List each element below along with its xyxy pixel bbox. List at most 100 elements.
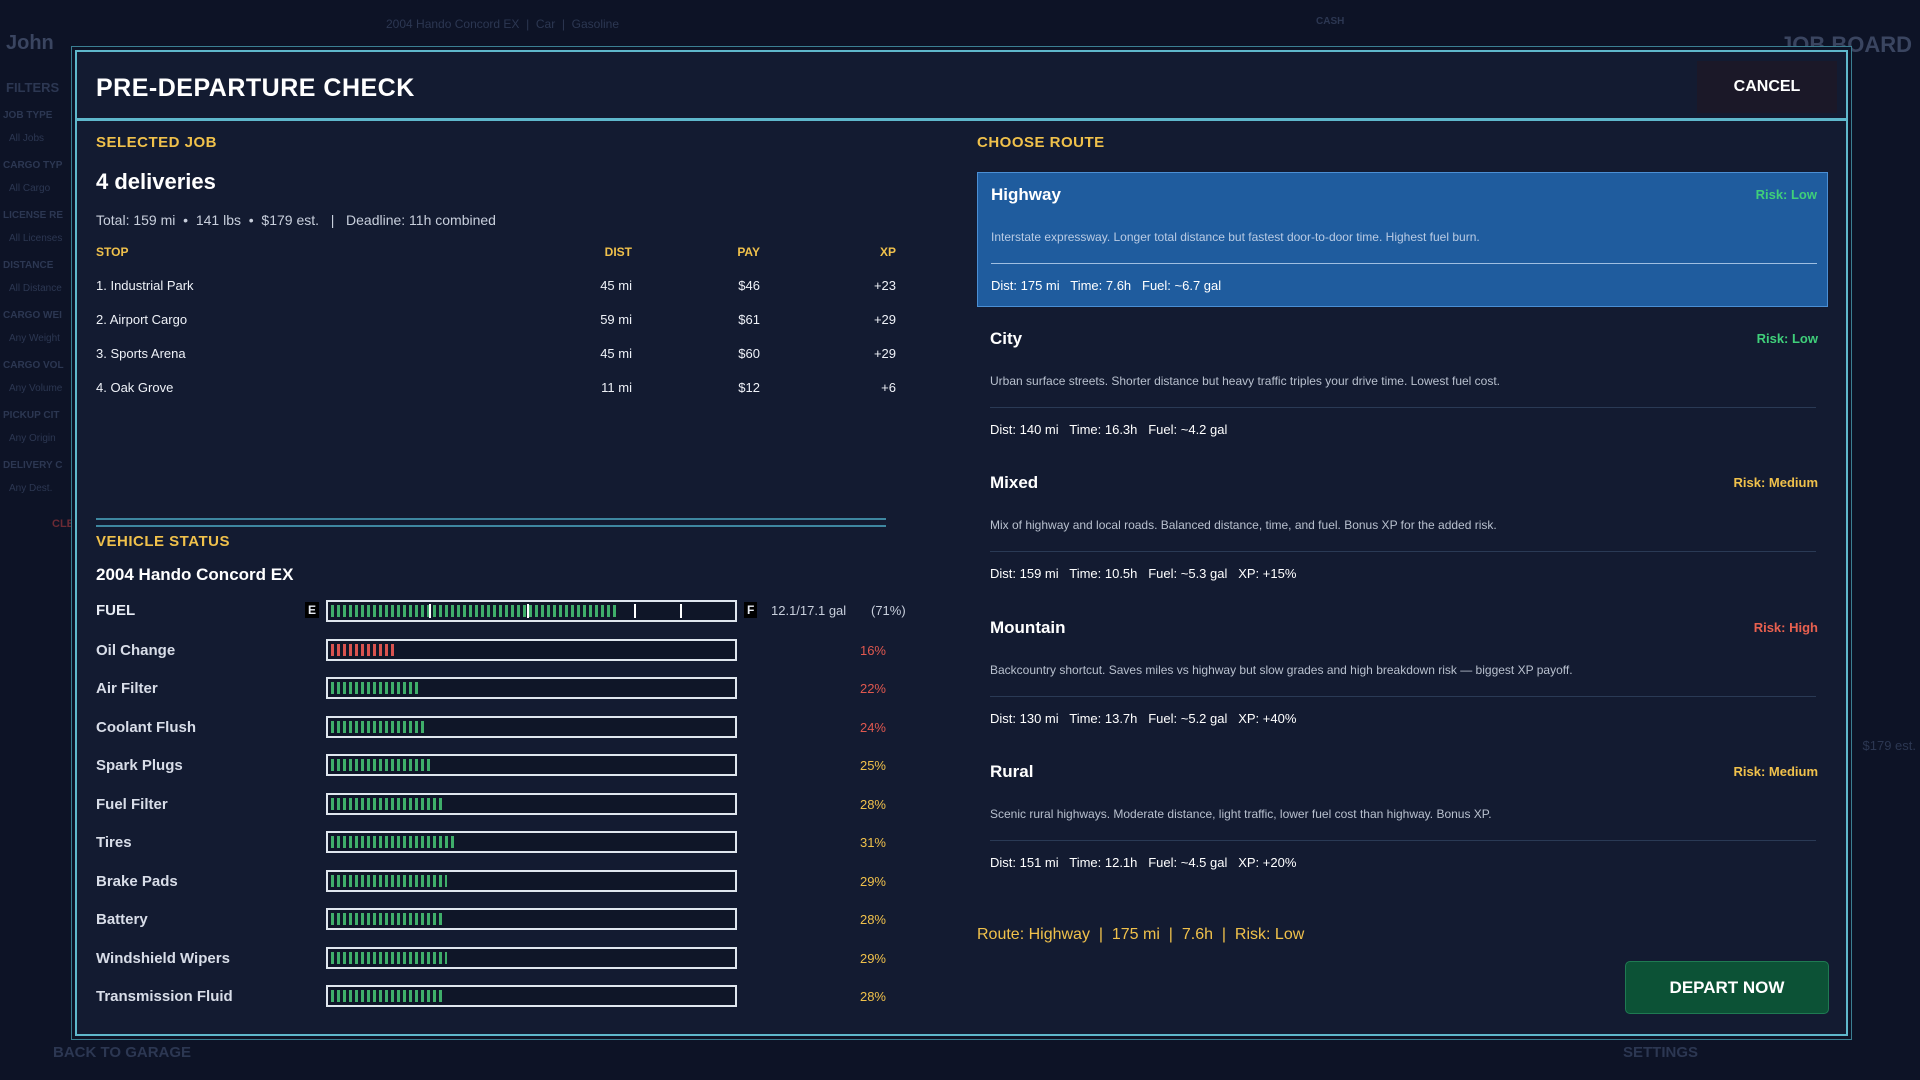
component-name: Air Filter [96,680,158,697]
cancel-button[interactable]: CANCEL [1697,61,1837,113]
component-percent: 16% [859,642,886,658]
job-summary: Total: 159 mi • 141 lbs • $179 est. | De… [96,212,496,228]
filter-value[interactable]: All Distance [9,283,62,294]
filter-value[interactable]: Any Dest. [9,483,53,494]
filter-label: CARGO VOL [3,360,64,371]
route-description: Urban surface streets. Shorter distance … [990,373,1501,388]
route-summary: Route: Highway | 175 mi | 7.6h | Risk: L… [977,926,1305,943]
component-bar [326,792,737,815]
fuel-level [331,605,616,617]
filter-value[interactable]: All Licenses [9,233,63,244]
section-heading: SELECTED JOB [96,134,218,151]
component-level [331,990,444,1002]
modal: PRE-DEPARTURE CHECK CANCEL SELECTED JOB … [75,50,1848,1036]
route-stats: Dist: 151 mi Time: 12.1h Fuel: ~4.5 gal … [990,855,1297,870]
route-risk: Risk: Medium [1733,475,1818,490]
gauge-marker [633,604,636,618]
route-description: Mix of highway and local roads. Balanced… [990,518,1497,532]
component-level [331,797,444,810]
table-cell: $46 [738,278,760,293]
fuel-full: F [744,602,758,618]
column-header: DIST [604,245,632,259]
table-cell: +6 [881,380,896,395]
component-level [331,759,432,771]
route-divider [991,263,1817,264]
depart-button[interactable]: DEPART NOW [1625,961,1829,1014]
component-level [331,720,428,733]
table-cell: 1. Industrial Park [96,278,194,293]
route-risk: Risk: Low [1755,187,1817,202]
modal-title: PRE-DEPARTURE CHECK [96,74,415,102]
route-risk: Risk: High [1753,619,1818,635]
component-bar [326,754,737,776]
filter-value[interactable]: All Cargo [9,183,51,194]
table-cell: +23 [873,278,896,293]
table-cell: 3. Sports Arena [96,346,186,361]
filter-value[interactable]: Any Volume [9,383,63,394]
table-cell: $61 [738,312,760,327]
route-stats: Dist: 130 mi Time: 13.7h Fuel: ~5.2 gal … [990,710,1297,726]
component-name: Battery [96,911,148,928]
component-percent: 28% [859,912,886,927]
route-divider [990,551,1816,552]
route-stats: Dist: 175 mi Time: 7.6h Fuel: ~6.7 gal [991,278,1222,293]
fuel-empty: E [305,602,320,618]
vehicle-name: 2004 Hando Concord EX [96,565,294,584]
component-bar [326,985,737,1007]
table-cell: 11 mi [601,380,632,395]
clear-button[interactable]: CLE [52,518,74,530]
route-risk: Risk: Low [1756,330,1818,346]
route-divider [990,695,1816,697]
component-percent: 31% [859,835,886,850]
filters-heading: FILTERS [6,80,60,95]
filter-label: DELIVERY C [3,460,63,471]
gauge-marker [679,604,682,618]
filter-value[interactable]: Any Weight [9,333,60,344]
filter-label: PICKUP CIT [3,410,60,421]
table-cell: 59 mi [600,312,632,327]
route-card[interactable]: Rural Risk: Medium Scenic rural highways. … [977,750,1828,885]
column-header: XP [879,245,896,259]
filter-value[interactable]: Any Origin [9,433,56,444]
component-bar [326,638,737,661]
component-name: Oil Change [96,641,176,659]
back-button[interactable]: BACK TO GARAGE [53,1044,192,1061]
table-cell: 45 mi [600,278,632,293]
fuel-gauge [326,600,737,622]
route-divider [990,406,1816,408]
route-card[interactable]: Highway Risk: Low Interstate expressway. L… [977,172,1828,307]
table-cell: +29 [873,346,896,361]
component-percent: 28% [859,796,886,812]
route-name: Rural [990,762,1034,781]
settings-button[interactable]: SETTINGS [1623,1044,1699,1061]
route-card[interactable]: City Risk: Low Urban surface streets. Shor… [977,317,1828,452]
section-divider [96,518,886,527]
table-cell: 45 mi [600,346,632,361]
component-percent: 25% [859,758,886,773]
route-card[interactable]: Mountain Risk: High Backcountry shortcut. … [977,606,1828,741]
table-cell: $12 [738,380,760,395]
component-name: Windshield Wipers [96,949,230,967]
column-header: PAY [737,245,760,259]
component-name: Spark Plugs [96,757,183,774]
component-percent: 29% [859,950,886,966]
route-name: City [990,328,1023,348]
filter-label: DISTANCE [3,260,54,271]
filter-label: LICENSE RE [3,210,64,221]
component-name: Transmission Fluid [96,988,233,1005]
route-card[interactable]: Mixed Risk: Medium Mix of highway and loca… [977,461,1828,596]
component-level [331,836,456,848]
route-risk: Risk: Medium [1733,764,1818,779]
component-level [331,951,448,964]
fuel-percent: (71%) [871,603,906,618]
fuel-reading: 12.1/17.1 gal [771,603,847,618]
component-percent: 24% [859,719,886,735]
table-cell: 4. Oak Grove [96,380,174,395]
component-level [331,682,420,694]
component-bar [326,715,737,738]
filter-label: CARGO TYP [3,160,63,171]
filter-label: CARGO WEI [3,310,62,321]
player-name: John [6,32,54,54]
filter-value[interactable]: All Jobs [9,133,45,144]
